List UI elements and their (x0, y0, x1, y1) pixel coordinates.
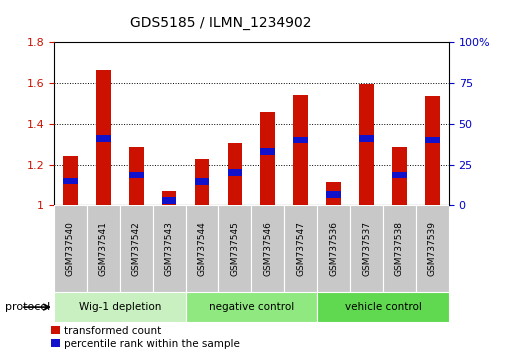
Bar (96, 135, 111, 142)
Bar (54, 292, 186, 322)
Bar (293, 137, 308, 143)
Bar (186, 205, 219, 292)
Text: GSM737542: GSM737542 (132, 221, 141, 276)
Bar (317, 292, 449, 322)
Text: protocol: protocol (5, 302, 50, 312)
Bar (129, 147, 144, 205)
Text: GSM737546: GSM737546 (263, 221, 272, 276)
Bar (152, 205, 186, 292)
Bar (129, 172, 144, 178)
Bar (261, 148, 275, 155)
Bar (219, 205, 251, 292)
Bar (227, 170, 242, 176)
Text: GSM737537: GSM737537 (362, 221, 371, 276)
Bar (416, 205, 449, 292)
Bar (383, 205, 416, 292)
Text: GSM737536: GSM737536 (329, 221, 338, 276)
Bar (293, 96, 308, 205)
Text: vehicle control: vehicle control (345, 302, 422, 312)
Text: negative control: negative control (209, 302, 294, 312)
Bar (317, 205, 350, 292)
Text: GSM737538: GSM737538 (395, 221, 404, 276)
Bar (186, 292, 317, 322)
Bar (350, 205, 383, 292)
Text: GSM737541: GSM737541 (98, 221, 108, 276)
Bar (425, 96, 440, 205)
Text: GSM737543: GSM737543 (165, 221, 173, 276)
Bar (162, 197, 176, 204)
Bar (54, 205, 87, 292)
Bar (194, 178, 209, 185)
Bar (194, 159, 209, 205)
Bar (87, 205, 120, 292)
Text: GSM737547: GSM737547 (296, 221, 305, 276)
Bar (359, 135, 374, 142)
Text: GSM737540: GSM737540 (66, 221, 75, 276)
Bar (392, 172, 407, 178)
Bar (162, 191, 176, 205)
Bar (284, 205, 317, 292)
Bar (251, 205, 284, 292)
Text: GDS5185 / ILMN_1234902: GDS5185 / ILMN_1234902 (130, 16, 311, 30)
Bar (261, 112, 275, 205)
Bar (63, 178, 78, 184)
Bar (359, 84, 374, 205)
Text: Wig-1 depletion: Wig-1 depletion (78, 302, 161, 312)
Bar (96, 70, 111, 205)
Bar (227, 143, 242, 205)
Legend: transformed count, percentile rank within the sample: transformed count, percentile rank withi… (51, 326, 240, 349)
Text: GSM737545: GSM737545 (230, 221, 240, 276)
Bar (425, 137, 440, 143)
Bar (63, 156, 78, 205)
Bar (326, 192, 341, 198)
Text: GSM737544: GSM737544 (198, 221, 207, 276)
Bar (326, 182, 341, 205)
Bar (120, 205, 152, 292)
Bar (392, 147, 407, 205)
Text: GSM737539: GSM737539 (428, 221, 437, 276)
